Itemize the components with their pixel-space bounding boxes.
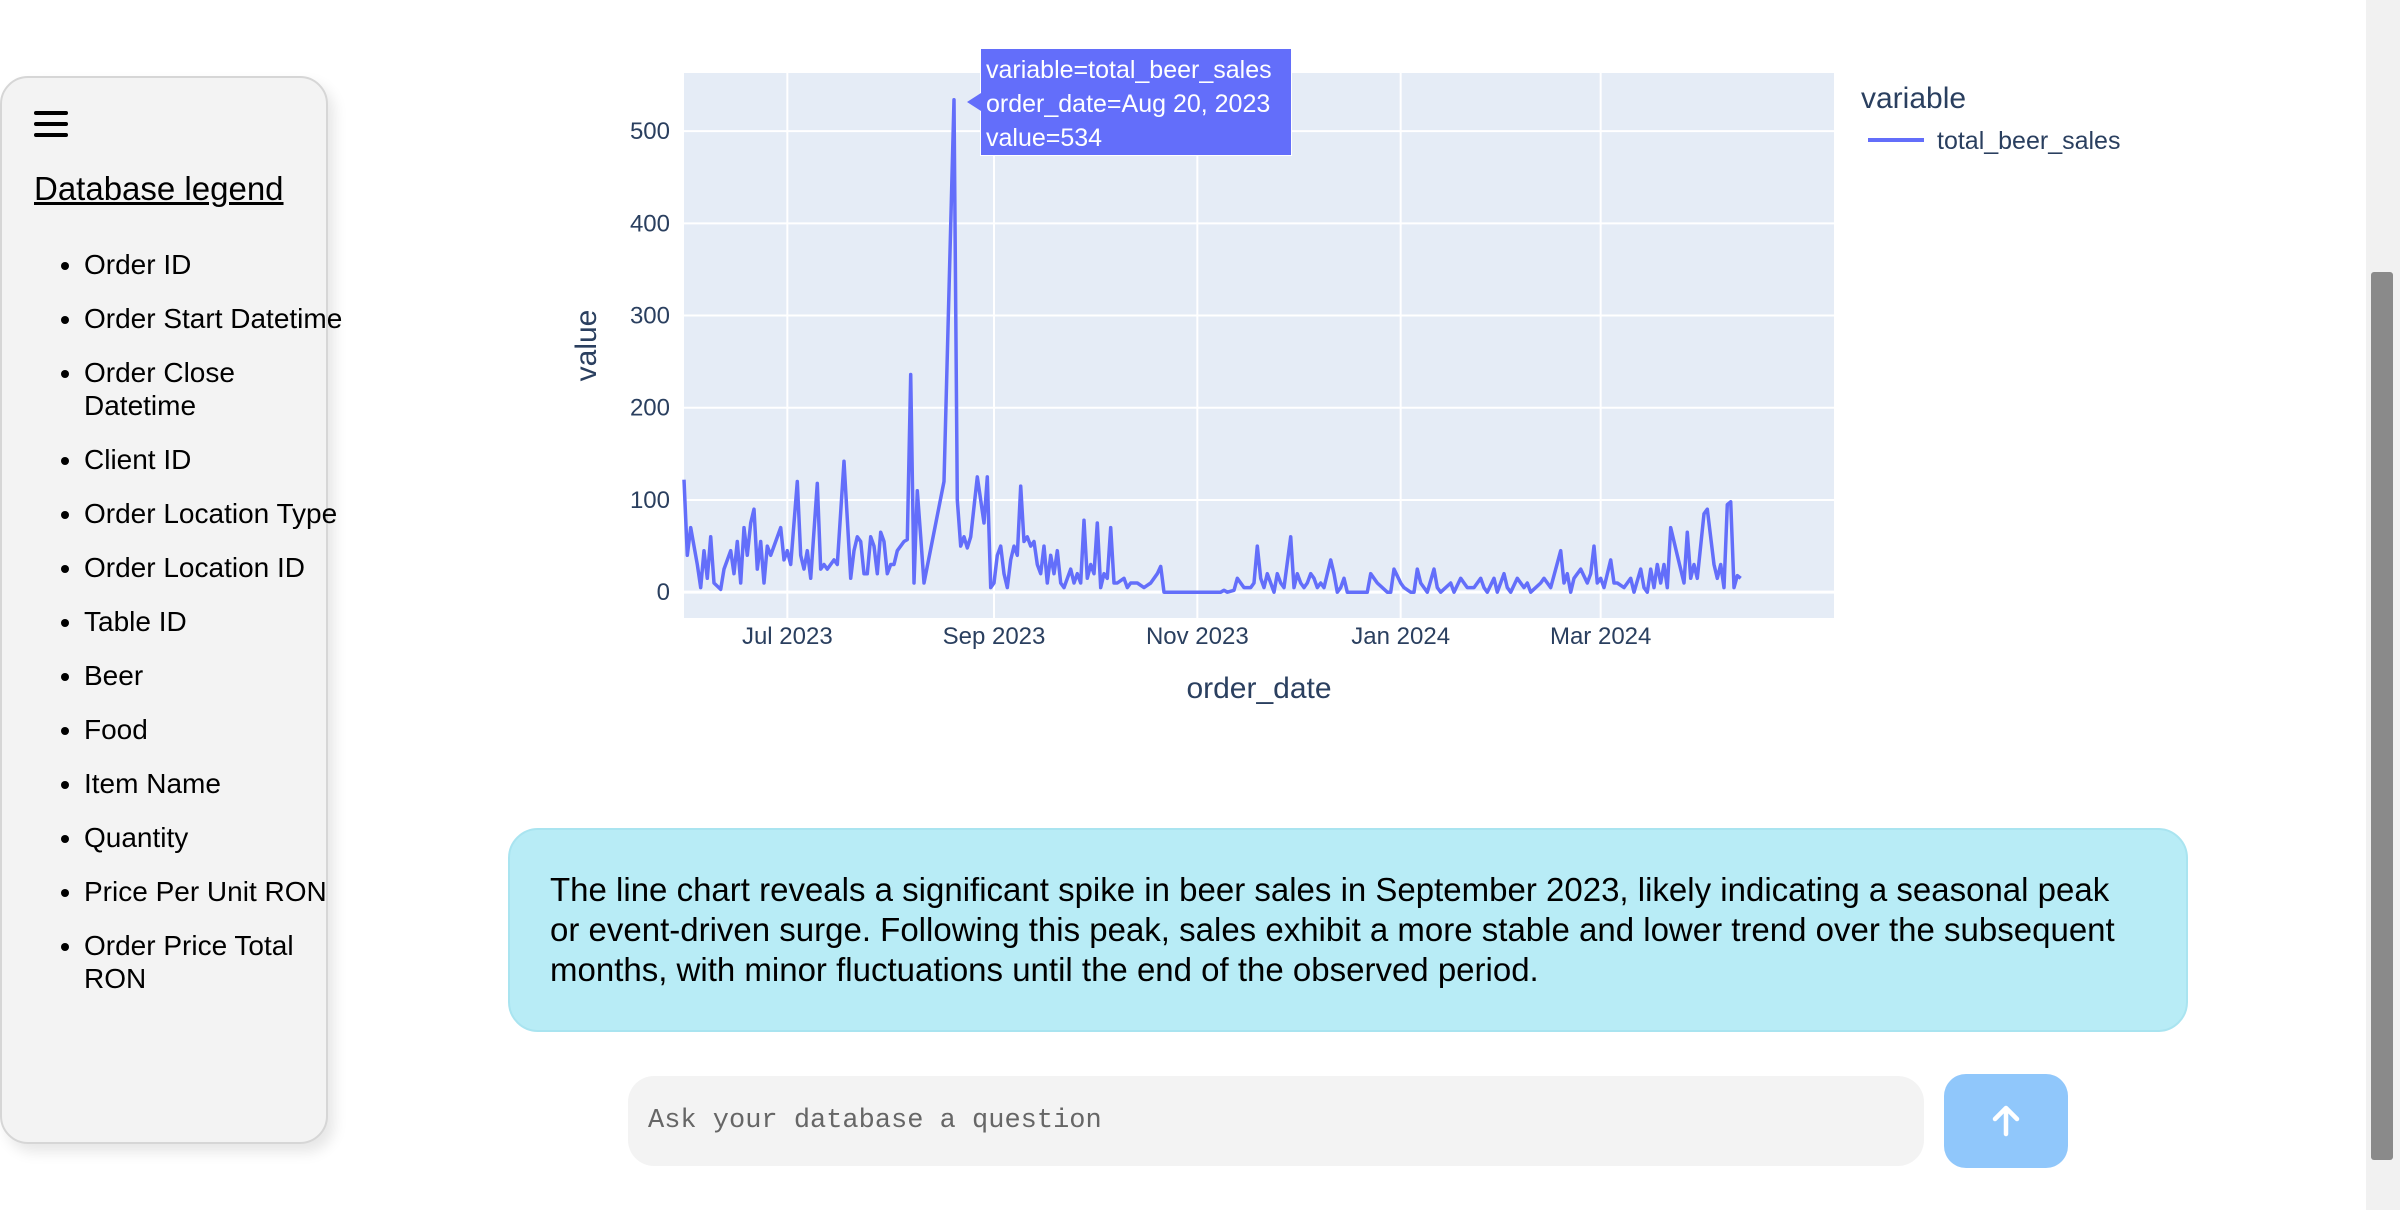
- legend-item-order-close-datetime: Order Close Datetime: [84, 356, 354, 422]
- arrow-up-icon: [1992, 1105, 2020, 1137]
- answer-bubble: The line chart reveals a significant spi…: [508, 828, 2188, 1032]
- legend-item-table-id: Table ID: [84, 605, 354, 638]
- y-tick-label: 0: [657, 579, 670, 606]
- x-axis-ticks: Jul 2023 Sep 2023 Nov 2023 Jan 2024 Mar 2024: [742, 623, 1651, 650]
- legend-list: Order ID Order Start Datetime Order Clos…: [54, 248, 354, 1016]
- legend-item-order-price-total-ron: Order Price Total RON: [84, 929, 354, 995]
- y-tick-label: 500: [630, 118, 670, 145]
- x-tick-label: Jul 2023: [742, 623, 833, 650]
- y-tick-label: 300: [630, 303, 670, 330]
- tooltip-line-variable: variable=total_beer_sales: [986, 56, 1272, 84]
- x-tick-label: Sep 2023: [943, 623, 1046, 650]
- legend-item-item-name: Item Name: [84, 767, 354, 800]
- hover-tooltip: variable=total_beer_sales order_date=Aug…: [967, 48, 1292, 156]
- y-axis-title: value: [570, 310, 603, 382]
- chart-legend-title: variable: [1861, 82, 1966, 115]
- y-tick-label: 400: [630, 210, 670, 237]
- beer-sales-line-chart[interactable]: 0 100 200 300 400 500 Jul 2023 Sep 2023 Nov 202…: [550, 40, 2200, 720]
- chart-series: [682, 97, 1742, 594]
- legend-item-order-start-datetime: Order Start Datetime: [84, 302, 354, 335]
- database-legend-panel: Database legend Order ID Order Start Dat…: [0, 76, 342, 1144]
- y-axis-ticks: 0 100 200 300 400 500: [630, 118, 670, 606]
- series-line-total-beer-sales[interactable]: [682, 97, 1742, 594]
- x-axis-title: order_date: [1186, 672, 1331, 705]
- y-tick-label: 200: [630, 395, 670, 422]
- legend-item-food: Food: [84, 713, 354, 746]
- legend-item-client-id: Client ID: [84, 443, 354, 476]
- question-input[interactable]: [628, 1076, 1924, 1166]
- plot-background: [684, 73, 1834, 618]
- legend-item-order-location-id: Order Location ID: [84, 551, 354, 584]
- legend-entry-total-beer-sales[interactable]: total_beer_sales: [1937, 127, 2120, 155]
- legend-title: Database legend: [34, 170, 284, 207]
- y-tick-label: 100: [630, 487, 670, 514]
- hamburger-menu-icon[interactable]: [34, 111, 68, 138]
- legend-item-price-per-unit-ron: Price Per Unit RON: [84, 875, 354, 908]
- legend-item-beer: Beer: [84, 659, 354, 692]
- tooltip-line-value: value=534: [986, 124, 1103, 152]
- chart-canvas[interactable]: 0 100 200 300 400 500 Jul 2023 Sep 2023 Nov 202…: [550, 40, 2200, 720]
- chart-gridlines: [684, 73, 1834, 618]
- x-tick-label: Jan 2024: [1351, 623, 1450, 650]
- legend-item-order-id: Order ID: [84, 248, 354, 281]
- legend-item-order-location-type: Order Location Type: [84, 497, 354, 530]
- scrollbar-thumb[interactable]: [2371, 272, 2393, 1160]
- x-tick-label: Nov 2023: [1146, 623, 1249, 650]
- legend-item-quantity: Quantity: [84, 821, 354, 854]
- x-tick-label: Mar 2024: [1550, 623, 1651, 650]
- tooltip-line-date: order_date=Aug 20, 2023: [986, 90, 1271, 118]
- send-button[interactable]: [1944, 1074, 2068, 1168]
